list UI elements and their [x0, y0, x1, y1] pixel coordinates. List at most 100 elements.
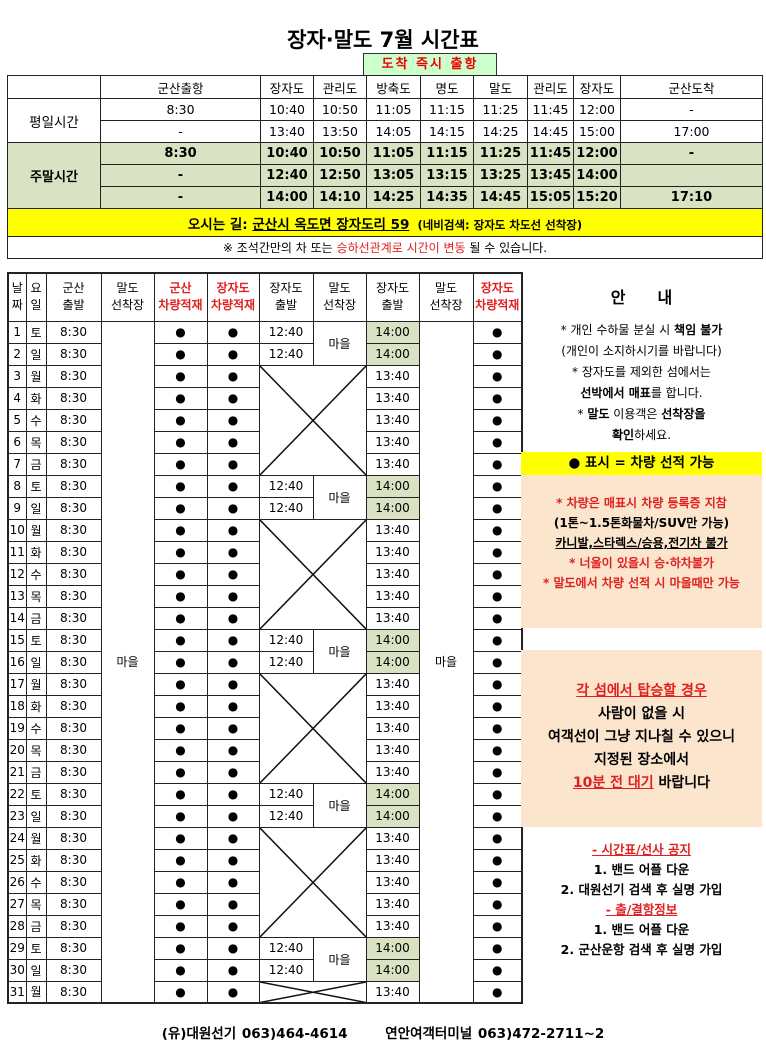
weekday-cell: 목 [25, 584, 47, 608]
day-row: 11 화 8:30 ● ● 13:40 ● [7, 540, 523, 564]
jangja-vehicle-mark: ● [472, 650, 523, 674]
jangja-vehicle-mark: ● [206, 452, 260, 476]
jangja-vehicle-mark: ● [472, 342, 523, 366]
header-text: 군산 [169, 281, 192, 296]
gunsan-departure: 8:30 [45, 870, 102, 894]
time-cell: 11:05 [366, 98, 421, 121]
jangja-vehicle-mark: ● [206, 826, 260, 850]
header-text: 장자도 [375, 281, 410, 296]
day-row: 2 일 8:30 ● ● 12:40 14:00 ● [7, 342, 523, 366]
notice-row: ※ 조석간만의 차 또는 승하선관계로 시간이 변동 될 수 있습니다. [7, 236, 763, 259]
guide-title: 안 내 [610, 288, 673, 307]
header-text: 선착장 [429, 298, 463, 313]
note-line: * 말도 이용객은 선착장을 [521, 404, 762, 425]
time-cell: 13:15 [420, 164, 474, 187]
column-header: 명도 [420, 75, 474, 99]
gunsan-departure: 8:30 [45, 540, 102, 564]
jangja-return-departure: 13:40 [365, 562, 420, 586]
date-cell: 16 [7, 650, 27, 674]
gunsan-departure: 8:30 [45, 760, 102, 784]
note-text: 10분 전 대기 [572, 775, 654, 791]
jangja-return-departure: 13:40 [365, 826, 420, 850]
jangja-departure: 12:40 [258, 474, 314, 498]
note-text: 를 합니다. [650, 386, 703, 400]
note-line: 1. 밴드 어플 다운 [521, 920, 762, 940]
jangja-return-departure: 14:00 [365, 782, 420, 806]
weekday-cell: 월 [25, 672, 47, 696]
malldo-pier-weekend: 마을 [312, 474, 367, 520]
gunsan-vehicle-mark: ● [153, 584, 208, 608]
notice-notes: - 시간표/선사 공지 1. 밴드 어플 다운 2. 대원선기 검색 후 실명 가입… [521, 840, 762, 960]
malldo-pier-weekend: 마을 [312, 782, 367, 828]
header-text: 말도 [116, 281, 139, 296]
date-cell: 30 [7, 958, 27, 982]
gunsan-departure: 8:30 [45, 584, 102, 608]
gunsan-departure: 8:30 [45, 452, 102, 476]
jangja-return-departure: 14:00 [365, 628, 420, 652]
malldo-pier: 마을 [100, 320, 155, 1004]
note-text: - 출/결항정보 [605, 902, 678, 917]
jangja-return-departure: 14:00 [365, 320, 420, 344]
jangja-departure: 12:40 [258, 496, 314, 520]
column-header: 장자도 출발 [365, 272, 420, 322]
jangja-departure: 12:40 [258, 804, 314, 828]
weekday-cell: 목 [25, 892, 47, 916]
time-cell: 11:15 [420, 142, 474, 165]
time-cell: 10:40 [260, 142, 314, 165]
gunsan-vehicle-mark: ● [153, 452, 208, 476]
gunsan-departure: 8:30 [45, 738, 102, 762]
time-cell: 12:50 [313, 164, 367, 187]
jangja-return-departure: 13:40 [365, 452, 420, 476]
address: 군산시 옥도면 장자도리 59 [252, 216, 410, 233]
header-text: 짜 [11, 298, 23, 313]
jangja-vehicle-mark: ● [472, 562, 523, 586]
gunsan-departure: 8:30 [45, 386, 102, 410]
vehicle-notes: * 차량은 매표시 차량 등록증 지참 (1톤~1.5톤화물차/SUV만 가능) 카… [521, 475, 762, 628]
time-cell: 14:05 [366, 120, 421, 143]
weekday-cell: 일 [25, 650, 47, 674]
jangja-vehicle-mark: ● [206, 474, 260, 498]
header-text: 장자도 [480, 281, 514, 296]
note-text: * 너울이 있을시 승·하차불가 [569, 556, 714, 570]
column-header: 관리도 [313, 75, 367, 99]
note-text: 2. 군산운항 검색 후 실명 가입 [560, 942, 723, 957]
note-line: (개인이 소지하시기를 바랍니다) [521, 341, 762, 362]
note-text: 여객선이 그냥 지나칠 수 있으니 [548, 729, 735, 745]
date-cell: 15 [7, 628, 27, 652]
jangja-return-departure: 13:40 [365, 364, 420, 388]
time-cell: 14:45 [527, 120, 574, 143]
jangja-vehicle-mark: ● [472, 496, 523, 520]
weekday-cell: 화 [25, 694, 47, 718]
jangja-return-departure: 13:40 [365, 914, 420, 938]
column-header: 장자도 [260, 75, 314, 99]
weekday-cell: 월 [25, 364, 47, 388]
jangja-vehicle-mark: ● [206, 342, 260, 366]
weekday-cell: 수 [25, 716, 47, 740]
gunsan-departure: 8:30 [45, 694, 102, 718]
malldo-pier-weekend: 마을 [312, 628, 367, 674]
jangja-return-departure: 13:40 [365, 892, 420, 916]
footer-contacts: (유)대원선기 063)464-4614 연안여객터미널 063)472-271… [0, 1022, 766, 1042]
gunsan-vehicle-mark: ● [153, 386, 208, 410]
time-cell: 8:30 [100, 142, 261, 165]
gunsan-departure: 8:30 [45, 408, 102, 432]
jangja-return-departure: 13:40 [365, 584, 420, 608]
note-line: 여객선이 그냥 지나칠 수 있으니 [521, 726, 762, 749]
jangja-return-departure: 13:40 [365, 848, 420, 872]
jangja-return-departure: 13:40 [365, 540, 420, 564]
gunsan-departure: 8:30 [45, 342, 102, 366]
time-cell: - [620, 142, 763, 165]
gunsan-vehicle-mark: ● [153, 760, 208, 784]
date-cell: 3 [7, 364, 27, 388]
time-cell: 14:15 [420, 120, 474, 143]
note-line: (1톤~1.5톤화물차/SUV만 가능) [521, 513, 762, 533]
jangja-vehicle-mark: ● [472, 892, 523, 916]
day-row: 17 월 8:30 ● ● 13:40 ● [7, 672, 523, 784]
header-row: 날 짜 요 일 군산 출발 말도 선착장 군산 차량적재 장자도 차량적재 장자도 출발 말도 선착장 장자도 출… [7, 272, 523, 322]
time-cell: 10:40 [260, 98, 314, 121]
malldo-pier-weekend: 마을 [312, 936, 367, 982]
date-cell: 7 [7, 452, 27, 476]
day-row: 10 월 8:30 ● ● 13:40 ● [7, 518, 523, 630]
header-text: 요 [30, 281, 42, 296]
jangja-return-departure: 13:40 [365, 738, 420, 762]
